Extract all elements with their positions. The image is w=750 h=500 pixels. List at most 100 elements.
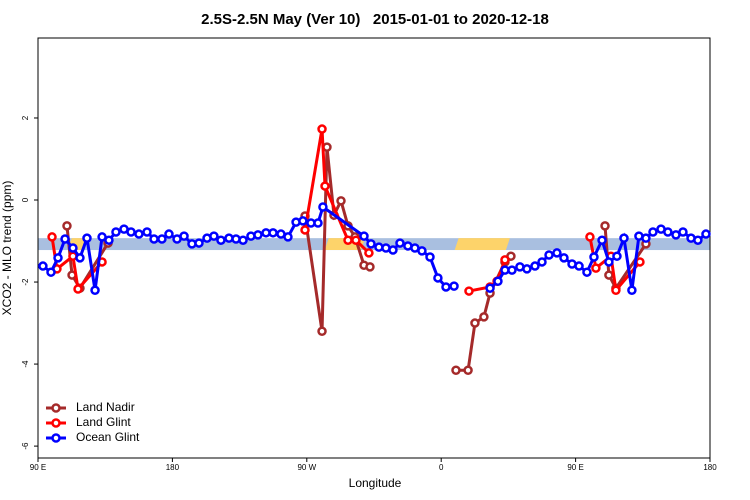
series-marker — [73, 284, 83, 294]
series-marker — [591, 263, 601, 273]
series-marker — [597, 235, 607, 245]
series-line — [603, 225, 648, 292]
legend-marker — [51, 403, 61, 413]
series-marker — [612, 251, 622, 261]
series-marker — [300, 225, 310, 235]
y-tick-label: -4 — [21, 360, 30, 368]
series-marker — [589, 252, 599, 262]
series-marker — [134, 229, 144, 239]
legend-marker — [51, 433, 61, 443]
series-marker — [313, 218, 323, 228]
series-marker — [157, 234, 167, 244]
series-marker — [470, 318, 480, 328]
series-marker — [68, 243, 78, 253]
series-marker — [209, 231, 219, 241]
series-marker — [451, 365, 461, 375]
series-marker — [75, 253, 85, 263]
y-tick-label: 0 — [21, 197, 30, 202]
series-marker — [641, 233, 651, 243]
x-tick-label: 180 — [166, 463, 180, 472]
chart-title: 2.5S-2.5N May (Ver 10) 2015-01-01 to 202… — [201, 11, 549, 28]
series-marker — [627, 285, 637, 295]
series-marker — [366, 239, 376, 249]
series-marker — [179, 231, 189, 241]
series-marker — [283, 232, 293, 242]
x-tick-label: 0 — [439, 463, 444, 472]
series-marker — [317, 124, 327, 134]
series-marker — [164, 229, 174, 239]
series-marker — [82, 233, 92, 243]
x-axis-label: Longitude — [349, 476, 402, 490]
series-marker — [395, 238, 405, 248]
series-marker — [611, 285, 621, 295]
series-marker — [449, 281, 459, 291]
series-marker — [485, 283, 495, 293]
series-marker — [559, 253, 569, 263]
series-marker — [238, 235, 248, 245]
series-marker — [298, 216, 308, 226]
series-marker — [46, 267, 56, 277]
plot-frame — [37, 37, 711, 459]
series-marker — [38, 261, 48, 271]
highlight-range — [454, 238, 510, 251]
series-marker — [417, 246, 427, 256]
series-marker — [464, 286, 474, 296]
series-marker — [663, 227, 673, 237]
series-marker — [53, 253, 63, 263]
series-marker — [142, 227, 152, 237]
series-marker — [149, 234, 159, 244]
legend-marker — [51, 418, 61, 428]
series-marker — [604, 257, 614, 267]
series-marker — [635, 257, 645, 267]
series-marker — [216, 235, 226, 245]
y-tick-label: -2 — [21, 278, 30, 286]
series-marker — [60, 234, 70, 244]
series-marker — [693, 235, 703, 245]
series-marker — [493, 276, 503, 286]
series-marker — [62, 221, 72, 231]
series-marker — [359, 231, 369, 241]
series-marker — [500, 255, 510, 265]
legend-label: Land Glint — [76, 415, 131, 429]
series-marker — [194, 238, 204, 248]
x-tick-label: 180 — [703, 463, 717, 472]
series-marker — [318, 202, 328, 212]
y-axis-label: XCO2 - MLO trend (ppm) — [0, 181, 14, 316]
x-tick-label: 90 W — [297, 463, 316, 472]
series-marker — [648, 227, 658, 237]
series-marker — [701, 229, 711, 239]
series-marker — [544, 250, 554, 260]
series-marker — [317, 326, 327, 337]
y-tick-label: 2 — [21, 115, 30, 120]
x-tick-label: 90 E — [30, 463, 46, 472]
series-marker — [619, 233, 629, 243]
series-marker — [582, 267, 592, 277]
series-marker — [678, 227, 688, 237]
series-marker — [343, 235, 353, 245]
series-marker — [364, 248, 374, 258]
series-marker — [253, 230, 263, 240]
series-marker — [522, 264, 532, 274]
series-marker — [388, 245, 398, 255]
legend-label: Land Nadir — [76, 400, 135, 414]
legend-label: Ocean Glint — [76, 430, 140, 444]
series-marker — [600, 221, 610, 231]
series-marker — [604, 270, 614, 280]
series-marker — [268, 228, 278, 238]
y-tick-label: -6 — [21, 442, 30, 450]
series-marker — [463, 365, 473, 375]
series-marker — [441, 282, 451, 292]
series-marker — [479, 312, 489, 322]
series-marker — [320, 181, 330, 191]
series-marker — [104, 235, 114, 245]
series-marker — [530, 261, 540, 271]
series-marker — [552, 248, 562, 258]
series-marker — [351, 235, 361, 245]
series-marker — [537, 257, 547, 267]
series-marker — [507, 265, 517, 275]
series-marker — [433, 273, 443, 283]
series-marker — [111, 227, 121, 237]
series-marker — [47, 232, 57, 242]
series-marker — [90, 285, 100, 295]
